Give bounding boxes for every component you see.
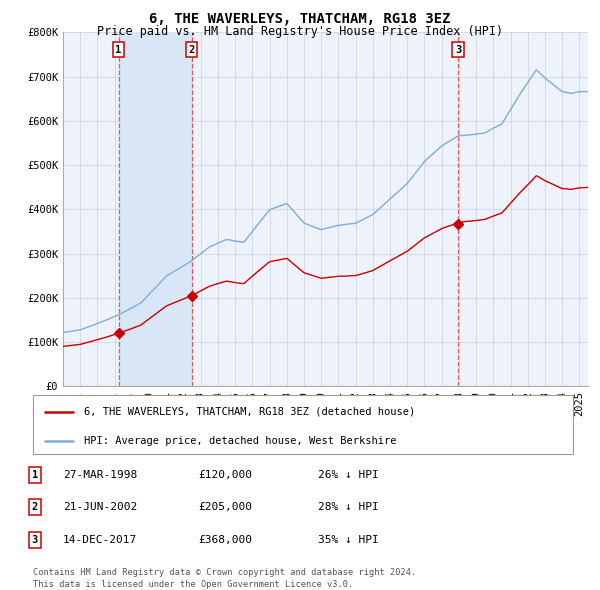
FancyBboxPatch shape xyxy=(33,395,573,454)
Text: £368,000: £368,000 xyxy=(198,535,252,545)
Text: 1: 1 xyxy=(32,470,38,480)
Text: 6, THE WAVERLEYS, THATCHAM, RG18 3EZ: 6, THE WAVERLEYS, THATCHAM, RG18 3EZ xyxy=(149,12,451,26)
Text: 3: 3 xyxy=(455,45,461,55)
Text: HPI: Average price, detached house, West Berkshire: HPI: Average price, detached house, West… xyxy=(84,437,397,446)
Bar xyxy=(119,32,191,386)
Text: 2: 2 xyxy=(188,45,195,55)
Text: 1: 1 xyxy=(115,45,122,55)
Text: Price paid vs. HM Land Registry's House Price Index (HPI): Price paid vs. HM Land Registry's House … xyxy=(97,25,503,38)
Text: 26% ↓ HPI: 26% ↓ HPI xyxy=(318,470,379,480)
Text: 21-JUN-2002: 21-JUN-2002 xyxy=(63,503,137,512)
Text: 35% ↓ HPI: 35% ↓ HPI xyxy=(318,535,379,545)
Text: 14-DEC-2017: 14-DEC-2017 xyxy=(63,535,137,545)
Text: £120,000: £120,000 xyxy=(198,470,252,480)
Text: 3: 3 xyxy=(32,535,38,545)
Text: Contains HM Land Registry data © Crown copyright and database right 2024.: Contains HM Land Registry data © Crown c… xyxy=(33,568,416,577)
Text: 27-MAR-1998: 27-MAR-1998 xyxy=(63,470,137,480)
Text: 2: 2 xyxy=(32,503,38,512)
Text: 28% ↓ HPI: 28% ↓ HPI xyxy=(318,503,379,512)
Text: 6, THE WAVERLEYS, THATCHAM, RG18 3EZ (detached house): 6, THE WAVERLEYS, THATCHAM, RG18 3EZ (de… xyxy=(84,407,416,417)
Text: This data is licensed under the Open Government Licence v3.0.: This data is licensed under the Open Gov… xyxy=(33,579,353,589)
Text: £205,000: £205,000 xyxy=(198,503,252,512)
